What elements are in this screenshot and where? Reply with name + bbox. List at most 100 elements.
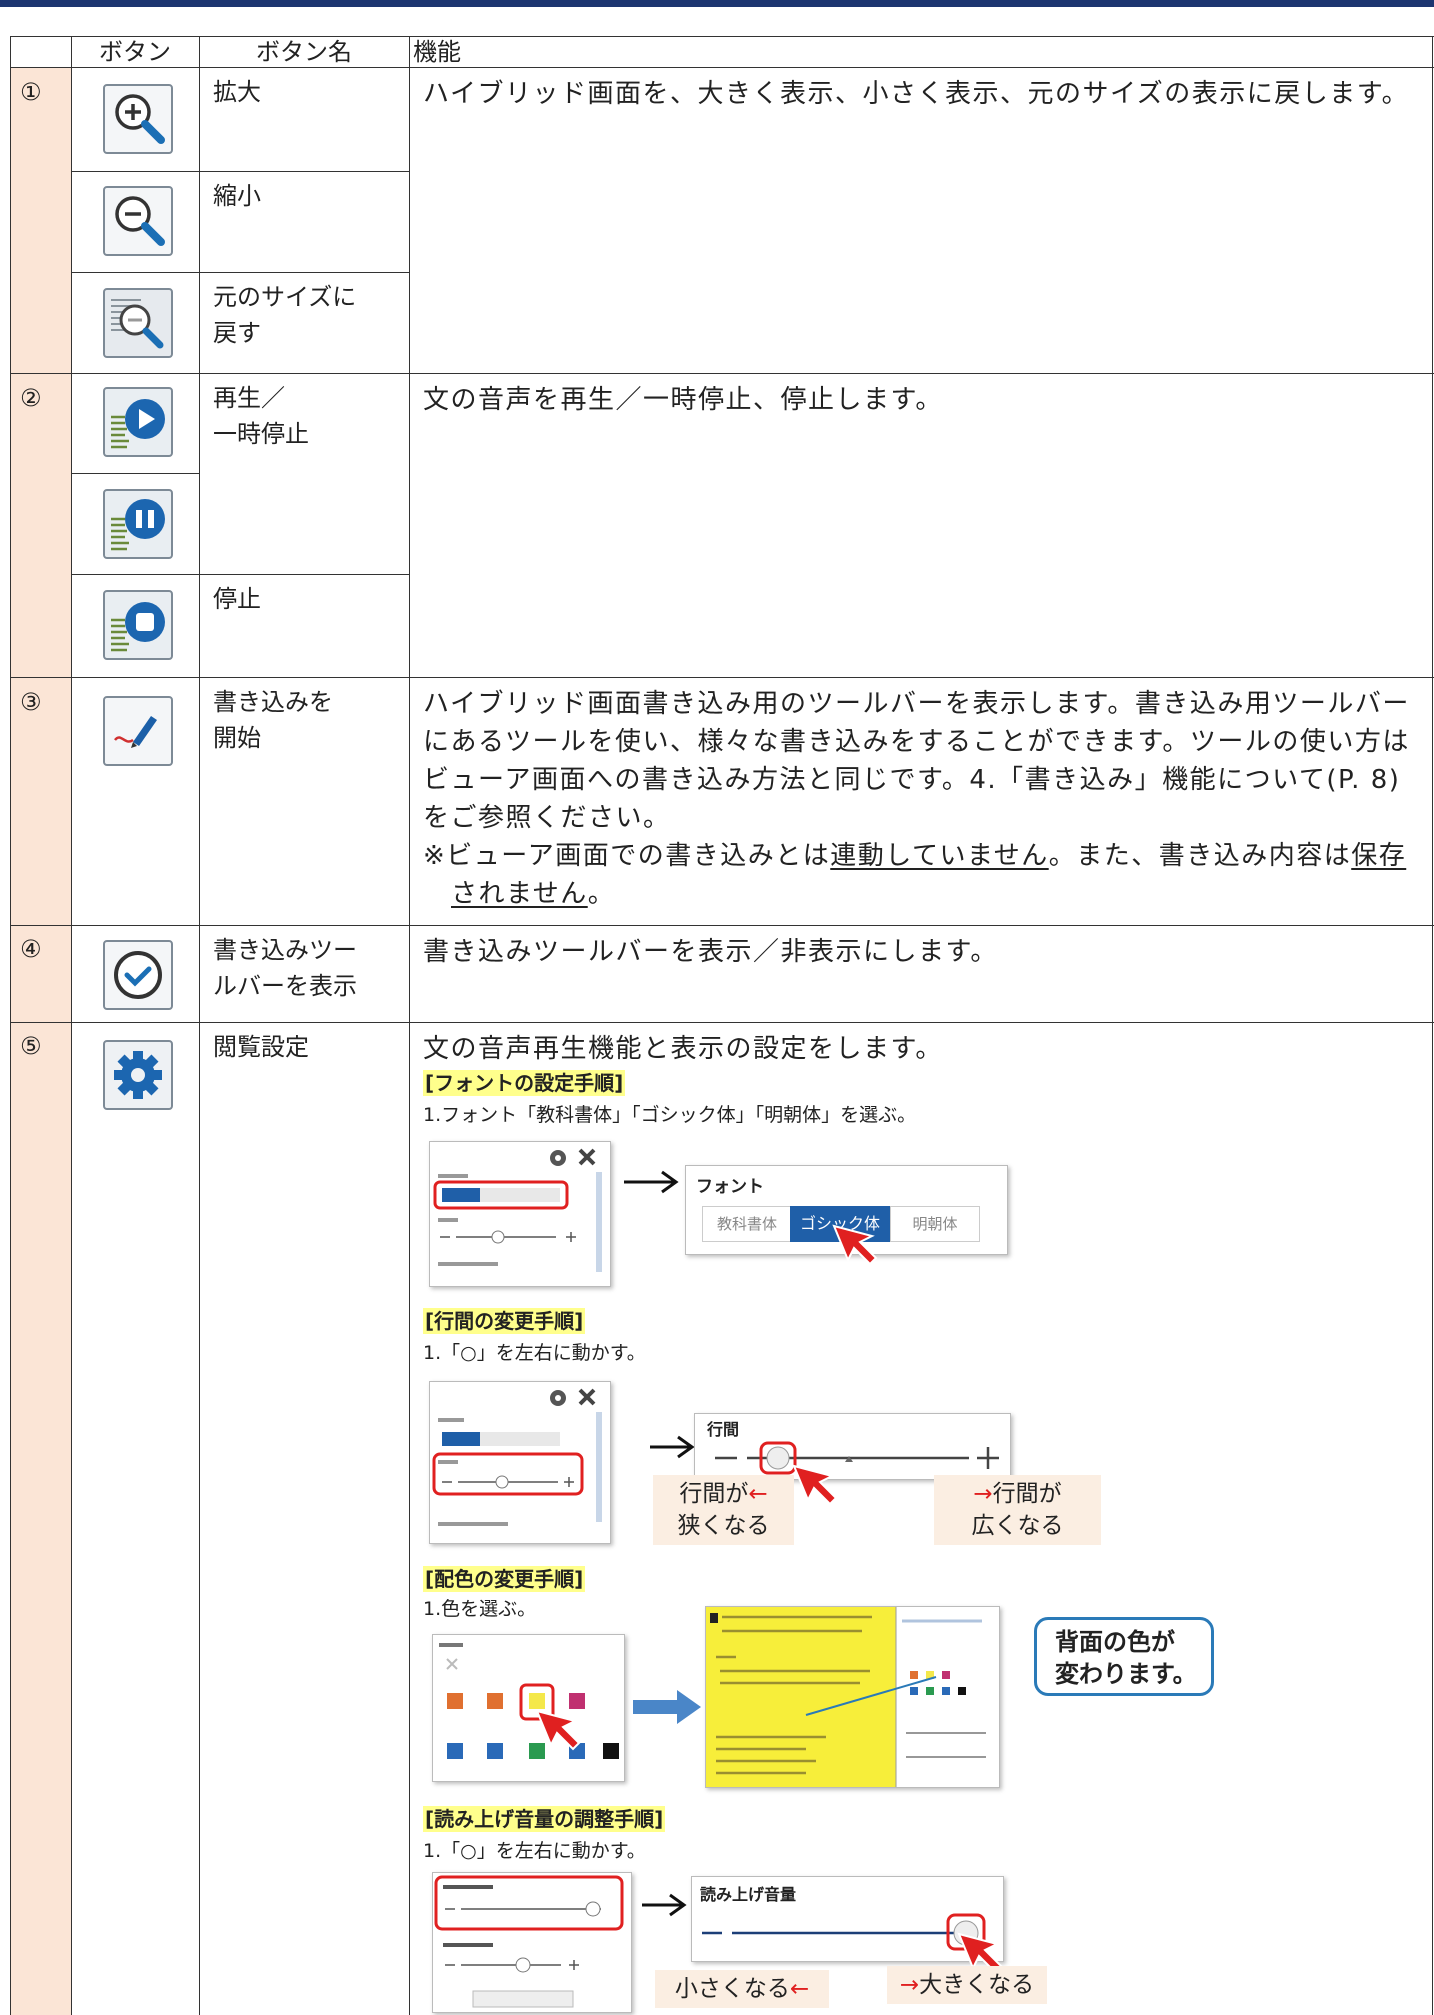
section-step: 1.「○」を左右に動かす。 [423, 1840, 646, 1862]
header-cell: ボタン名 [256, 38, 352, 66]
graphic-rect [432, 1452, 584, 1496]
graphic-rect [439, 1643, 463, 1647]
settings-panel-thumbnail [429, 1381, 611, 1544]
button-name: 書き込みツー ルバーを表示 [213, 936, 357, 1000]
label-arrow: ← [789, 1976, 810, 2002]
graphic-path [125, 104, 141, 120]
row-number: ① [20, 78, 42, 106]
graphic-rect [438, 1522, 508, 1526]
rule [71, 574, 409, 575]
graphic-path [642, 1893, 687, 1917]
graphic-circle [555, 1395, 561, 1401]
graphic-path [111, 618, 129, 652]
graphic-path [136, 510, 154, 528]
volume-panel-thumbnail [432, 1872, 632, 2013]
description: 書き込みツールバーを表示／非表示にします。 [423, 937, 998, 967]
panel-title: フォント [696, 1177, 764, 1197]
graphic-rect [447, 1743, 463, 1759]
section-heading: [フォントの設定手順] [423, 1070, 626, 1096]
label-text: 行間が [679, 1481, 749, 1507]
graphic-rect [434, 1875, 624, 1931]
zoom-in-icon [103, 84, 173, 154]
graphic-rect [603, 1743, 619, 1759]
colored-screen-thumbnail [705, 1606, 1000, 1788]
section-heading: [配色の変更手順] [423, 1566, 586, 1592]
graphic-circle [766, 1446, 790, 1470]
original-size-icon [103, 288, 173, 358]
graphic-rect [926, 1671, 934, 1679]
graphic-rect [136, 613, 154, 631]
graphic-path [111, 415, 129, 449]
button-name: 閲覧設定 [213, 1033, 309, 1061]
graphic-path [445, 1960, 579, 1970]
graphic-g [550, 1390, 566, 1406]
button-name: 書き込みを 開始 [213, 688, 333, 752]
section-heading: [行間の変更手順] [423, 1308, 586, 1334]
graphic-rect [472, 1990, 574, 2008]
description: ハイブリッド画面書き込み用のツールバーを表示します。書き込み用ツールバーにあるツ… [423, 685, 1413, 913]
graphic-path [133, 716, 157, 746]
graphic-circle [125, 499, 165, 539]
graphic-rect [910, 1687, 918, 1695]
description: 文の音声を再生／一時停止、停止します。 [423, 385, 943, 415]
cursor [832, 1224, 878, 1266]
graphic-rect [438, 1460, 458, 1464]
button-name: 元のサイズに 戻す [213, 283, 357, 347]
graphic-rect [442, 1432, 480, 1446]
graphic-rect [447, 1693, 463, 1709]
graphic-rect [438, 1418, 464, 1422]
rule [1432, 36, 1433, 2015]
graphic-path [111, 517, 129, 551]
graphic-rect [596, 1172, 602, 1272]
note-underline: 保存されません [451, 841, 1407, 909]
graphic-rect [438, 1218, 458, 1222]
section-step: 1.「○」を左右に動かす。 [423, 1342, 646, 1364]
graphic-path [624, 1170, 679, 1194]
line-spacing-panel: 行間 [694, 1413, 1011, 1480]
header-cell: 機能 [413, 38, 461, 66]
settings-icon [103, 1040, 173, 1110]
graphic-rect [442, 1188, 480, 1202]
graphic-path [131, 742, 137, 748]
graphic-rect [487, 1743, 503, 1759]
note-text: ※ビューア画面での書き込みとは [423, 841, 831, 871]
toolbar-icon [103, 940, 173, 1010]
graphic-path [633, 1690, 701, 1724]
pause-icon [103, 489, 173, 559]
zoom-out-icon [103, 186, 173, 256]
graphic-rect [926, 1687, 934, 1695]
header-cell: ボタン [99, 38, 171, 66]
arrow [650, 1435, 695, 1459]
color-panel-thumbnail [432, 1634, 625, 1782]
top-bar [0, 0, 1434, 7]
graphic-path [715, 1447, 999, 1469]
row-number: ② [20, 384, 42, 412]
rule [409, 36, 410, 2015]
rule [199, 36, 200, 2015]
rule [71, 36, 72, 2015]
graphic-circle [114, 951, 162, 999]
play-icon [103, 387, 173, 457]
graphic-path [832, 1224, 878, 1266]
label-text: 小さくなる [674, 1976, 790, 2002]
cursor [792, 1464, 838, 1506]
rule [10, 925, 1434, 926]
description: 文の音声再生機能と表示の設定をします。 [423, 1034, 943, 1064]
panel-title: 行間 [707, 1420, 740, 1439]
label-text: 大きくなる [919, 1972, 1035, 1998]
button-name: 縮小 [213, 182, 261, 210]
panel-title: 読み上げ音量 [700, 1885, 797, 1904]
graphic-g [114, 1051, 162, 1099]
note-text: 。また、書き込み内容は [1048, 841, 1352, 871]
font-option: 教科書体 [702, 1206, 792, 1242]
graphic-circle [131, 1068, 145, 1082]
row-number: ③ [20, 688, 42, 716]
graphic-rect [759, 1441, 797, 1475]
graphic-path [139, 409, 155, 429]
graphic-circle [491, 1230, 505, 1244]
description-note: ※ビューア画面での書き込みとは連動していません。また、書き込み内容は保存されませ… [423, 837, 1413, 913]
graphic-rect [433, 1180, 569, 1210]
graphic-rect [519, 1683, 555, 1721]
graphic-rect [487, 1693, 503, 1709]
